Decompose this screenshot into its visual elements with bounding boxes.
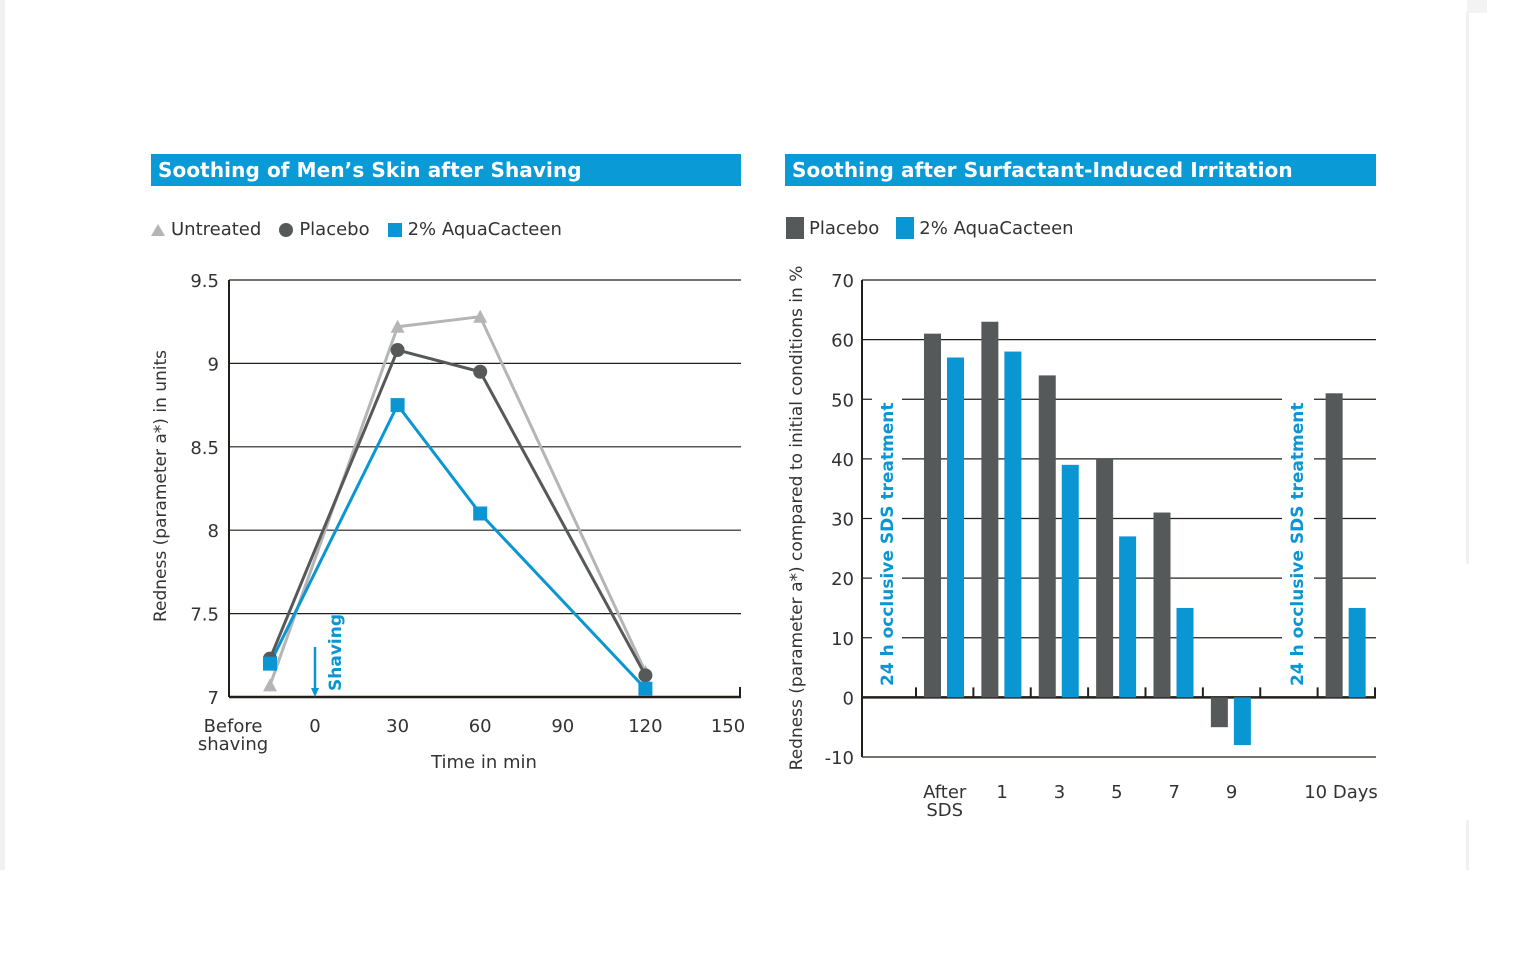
x-tick-label: 0 — [309, 716, 320, 737]
y-tick-label: 70 — [831, 271, 854, 292]
page-edge-right-lower — [1466, 820, 1469, 870]
x-axis-title: Time in min — [430, 752, 537, 773]
bar-placebo — [1038, 375, 1056, 698]
legend-label: Placebo — [299, 219, 370, 240]
page-edge-left — [0, 0, 5, 870]
triangle-icon — [151, 223, 165, 236]
y-tick-label: 8 — [208, 521, 219, 542]
legend-item-aquacacteen: 2% AquaCacteen — [387, 219, 562, 240]
bar-aquacacteen — [1176, 607, 1194, 698]
x-category-label: 3 — [1054, 782, 1065, 803]
legend-label: 2% AquaCacteen — [407, 219, 562, 240]
bar-placebo — [981, 321, 999, 698]
x-tick-label-before-2: shaving — [198, 734, 268, 755]
series-line-placebo — [268, 348, 647, 677]
bar-aquacacteen — [1233, 697, 1251, 746]
page-edge-right — [1466, 12, 1469, 564]
data-point-untreated — [390, 319, 405, 333]
x-category-label: SDS — [926, 800, 963, 821]
square-icon — [896, 217, 915, 239]
y-tick-label: 30 — [831, 510, 854, 531]
bar-aquacacteen — [1061, 464, 1079, 698]
y-tick-label: 7 — [208, 688, 219, 709]
x-tick-label: 30 — [386, 716, 409, 737]
y-tick-label: 7.5 — [190, 605, 219, 626]
x-tick-label: 150 — [711, 716, 745, 737]
y-tick-label: -10 — [825, 748, 854, 769]
legend-item-placebo: Placebo — [786, 217, 879, 239]
circle-icon — [279, 222, 294, 237]
left-chart-legend: Untreated Placebo 2% AquaCacteen — [150, 219, 579, 240]
x-category-label: 7 — [1168, 782, 1179, 803]
legend-item-untreated: Untreated — [150, 219, 261, 240]
bar-placebo — [924, 333, 941, 698]
data-point-placebo — [473, 364, 488, 379]
bar-aquacacteen — [1119, 536, 1137, 698]
y-axis-title: Redness (parameter a*) compared to initi… — [787, 266, 807, 771]
data-point-aquacacteen — [390, 398, 405, 413]
y-tick-label: 8.5 — [190, 438, 219, 459]
shaving-annotation: Shaving — [326, 614, 346, 691]
occlusive-treatment-annotation: 24 h occlusive SDS treatment — [1288, 403, 1308, 686]
y-tick-label: 20 — [831, 569, 854, 590]
x-category-label: After — [923, 782, 967, 803]
legend-label: Untreated — [171, 219, 262, 240]
x-tick-label: 60 — [469, 716, 492, 737]
bar-aquacacteen — [1004, 351, 1022, 698]
y-tick-label: 40 — [831, 450, 854, 471]
left-chart-title: Soothing of Men’s Skin after Shaving — [151, 154, 741, 186]
bar-placebo — [1096, 458, 1114, 698]
y-tick-label: 9.5 — [190, 271, 219, 292]
y-tick-label: 10 — [831, 629, 854, 650]
x-tick-label-before: Before — [204, 716, 263, 737]
page-edge-tab — [1467, 0, 1487, 13]
bar-placebo — [1153, 512, 1171, 698]
legend-item-aquacacteen: 2% AquaCacteen — [896, 217, 1074, 239]
bar-aquacacteen — [947, 357, 964, 698]
y-tick-label: 9 — [208, 354, 219, 375]
x-category-label: 1 — [996, 782, 1007, 803]
data-point-placebo — [638, 668, 653, 683]
data-point-untreated — [263, 678, 277, 692]
x-category-label: 9 — [1226, 782, 1237, 803]
shaving-arrow-head-icon — [311, 688, 319, 697]
x-category-label: 5 — [1111, 782, 1122, 803]
y-tick-label: 0 — [843, 688, 854, 709]
right-chart-legend: Placebo 2% AquaCacteen — [786, 217, 1091, 239]
bar-placebo — [1325, 393, 1343, 698]
bar-placebo — [1210, 697, 1228, 728]
bar-aquacacteen — [1348, 607, 1366, 698]
series-line-2-aquacacteen — [268, 403, 647, 690]
legend-label: Placebo — [809, 217, 880, 239]
right-chart-title: Soothing after Surfactant-Induced Irrita… — [785, 154, 1376, 186]
square-icon — [387, 222, 402, 237]
square-icon — [786, 217, 804, 239]
data-point-aquacacteen — [263, 656, 277, 671]
y-tick-label: 50 — [831, 390, 854, 411]
data-point-aquacacteen — [638, 681, 653, 696]
data-point-aquacacteen — [473, 506, 488, 521]
legend-item-placebo: Placebo — [278, 219, 370, 240]
data-point-untreated — [473, 309, 488, 323]
x-category-label: 10 Days — [1304, 782, 1378, 803]
x-tick-label: 120 — [628, 716, 662, 737]
occlusive-treatment-annotation: 24 h occlusive SDS treatment — [878, 403, 898, 686]
data-point-placebo — [390, 343, 405, 358]
legend-label: 2% AquaCacteen — [919, 217, 1074, 239]
x-tick-label: 90 — [551, 716, 574, 737]
y-axis-title: Redness (parameter a*) in units — [151, 350, 171, 622]
y-tick-label: 60 — [831, 331, 854, 352]
